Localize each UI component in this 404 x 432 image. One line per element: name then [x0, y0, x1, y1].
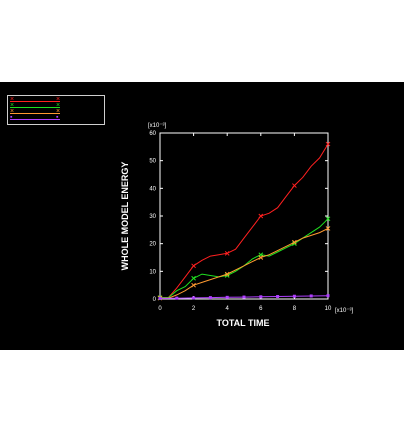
- legend-line-2: [10, 107, 60, 108]
- data-point: [224, 271, 230, 277]
- x-axis-multiplier: [x10⁻³]: [335, 308, 354, 314]
- data-point: [259, 295, 263, 299]
- legend-entry-2: × ×: [10, 102, 102, 111]
- plot-frame: [159, 132, 329, 300]
- legend-x-marker-icon: ×: [10, 102, 15, 109]
- y-tick-label: 10: [149, 269, 156, 275]
- legend-entry-3: × ×: [10, 108, 102, 117]
- data-point: [242, 295, 246, 299]
- y-tick-label: 60: [149, 131, 156, 137]
- y-axis-label: WHOLE MODEL ENERGY: [120, 162, 130, 271]
- x-axis-label: TOTAL TIME: [217, 318, 270, 328]
- plot-area: 0 2 4 6 8 10 0 10 20 30 40 50 60: [149, 131, 332, 312]
- data-point: [325, 216, 331, 222]
- data-point: [276, 295, 280, 299]
- legend-line-4: [10, 119, 60, 120]
- chart-legend: × × × × × × ▪ ▪: [7, 95, 105, 125]
- legend-x-marker-icon: ×: [10, 96, 15, 103]
- data-point: [258, 255, 264, 260]
- legend-entry-1: × ×: [10, 96, 102, 105]
- data-point: [224, 250, 230, 256]
- data-point: [325, 226, 331, 231]
- data-point: [309, 294, 313, 298]
- y-tick-label: 20: [149, 242, 156, 248]
- data-point: [158, 296, 162, 300]
- x-tick-label: 2: [192, 306, 196, 312]
- y-tick-label: 40: [149, 186, 156, 192]
- data-point: [208, 296, 212, 300]
- x-tick-label: 6: [259, 306, 263, 312]
- data-point: [258, 213, 264, 219]
- legend-line-3: [10, 113, 60, 114]
- y-axis-multiplier: [x10⁻³]: [148, 123, 167, 129]
- data-point: [292, 294, 296, 298]
- series-line-3: [160, 227, 329, 299]
- legend-x-marker-icon: ×: [56, 102, 61, 109]
- series-line-1: [160, 143, 329, 299]
- legend-line-1: [10, 101, 60, 102]
- data-point: [325, 141, 331, 147]
- legend-x-marker-icon: ×: [56, 108, 61, 115]
- legend-entry-4: ▪ ▪: [10, 114, 102, 123]
- data-point: [292, 183, 297, 188]
- data-point: [175, 296, 179, 300]
- series-line-2: [160, 218, 329, 299]
- y-tick-label: 0: [153, 297, 157, 303]
- legend-square-marker-icon: ▪: [56, 114, 59, 121]
- viewport-background: [0, 82, 404, 350]
- y-tick-label: 30: [149, 214, 156, 220]
- data-point: [292, 241, 297, 247]
- x-tick-label: 8: [293, 306, 297, 312]
- x-tick-label: 10: [325, 306, 332, 312]
- x-tick-label: 0: [158, 306, 162, 312]
- data-point: [225, 295, 229, 299]
- y-tick-label: 50: [149, 159, 156, 165]
- data-point: [191, 282, 196, 288]
- data-point: [326, 294, 330, 298]
- legend-x-marker-icon: ×: [10, 108, 15, 115]
- data-point: [292, 239, 297, 245]
- x-tick-label: 4: [226, 306, 230, 312]
- legend-square-marker-icon: ▪: [10, 114, 13, 121]
- data-point: [192, 296, 196, 300]
- legend-x-marker-icon: ×: [56, 96, 61, 103]
- data-point: [191, 275, 196, 281]
- data-point: [191, 263, 196, 269]
